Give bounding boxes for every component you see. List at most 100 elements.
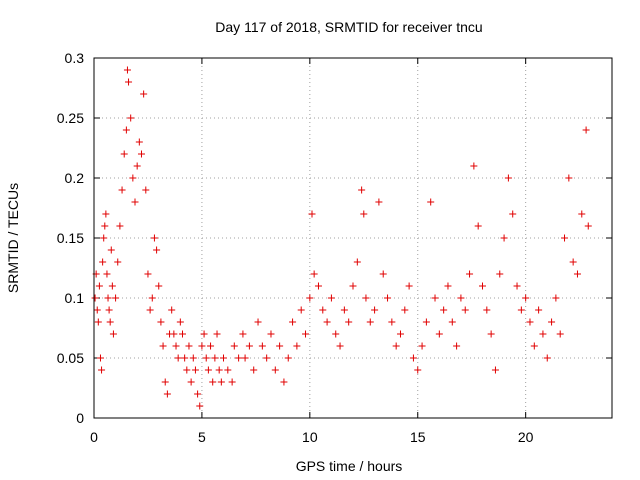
data-point: [228, 378, 236, 386]
data-point: [500, 234, 508, 242]
data-point: [241, 354, 249, 362]
data-point: [466, 270, 474, 278]
data-point: [174, 354, 182, 362]
data-point: [453, 342, 461, 350]
data-point: [483, 306, 491, 314]
data-point: [517, 306, 525, 314]
data-point: [461, 306, 469, 314]
data-point: [176, 318, 184, 326]
y-tick-label: 0.05: [57, 350, 84, 366]
data-point: [102, 210, 110, 218]
data-point: [388, 318, 396, 326]
data-point: [349, 282, 357, 290]
data-point: [530, 342, 538, 350]
x-axis-label: GPS time / hours: [296, 458, 403, 474]
data-point: [239, 330, 247, 338]
data-point: [94, 318, 102, 326]
data-point: [308, 210, 316, 218]
data-point: [215, 366, 223, 374]
data-point: [93, 306, 101, 314]
data-point: [353, 258, 361, 266]
data-point: [112, 294, 120, 302]
data-point: [133, 162, 141, 170]
data-point: [323, 318, 331, 326]
data-point: [474, 222, 482, 230]
data-point: [526, 318, 534, 326]
data-point: [224, 366, 232, 374]
data-point: [170, 330, 178, 338]
data-point: [95, 282, 103, 290]
data-point: [185, 342, 193, 350]
x-tick-label: 15: [410, 429, 426, 445]
data-point: [582, 126, 590, 134]
data-point: [135, 138, 143, 146]
data-point: [98, 366, 106, 374]
data-point: [107, 246, 115, 254]
data-point: [543, 354, 551, 362]
data-point: [100, 234, 108, 242]
data-point: [194, 390, 202, 398]
data-point: [371, 306, 379, 314]
data-point: [263, 354, 271, 362]
data-point: [99, 258, 107, 266]
data-point: [144, 270, 152, 278]
data-point: [306, 294, 314, 302]
data-point: [509, 210, 517, 218]
data-point: [181, 354, 189, 362]
data-point: [496, 270, 504, 278]
data-point: [114, 258, 122, 266]
data-point: [116, 222, 124, 230]
data-point: [556, 330, 564, 338]
data-point: [106, 318, 114, 326]
data-point: [198, 342, 206, 350]
data-point: [211, 354, 219, 362]
y-tick-label: 0.3: [65, 50, 85, 66]
data-point: [297, 306, 305, 314]
data-point: [584, 222, 592, 230]
data-point: [319, 306, 327, 314]
data-point: [366, 318, 374, 326]
data-point: [470, 162, 478, 170]
data-point: [148, 294, 156, 302]
data-point: [332, 330, 340, 338]
data-point: [302, 330, 310, 338]
y-tick-label: 0: [76, 410, 84, 426]
data-point: [245, 342, 253, 350]
data-point: [267, 330, 275, 338]
data-point: [327, 294, 335, 302]
data-point: [427, 198, 435, 206]
data-point: [120, 150, 128, 158]
data-point: [204, 366, 212, 374]
x-tick-label: 10: [302, 429, 318, 445]
data-point: [310, 270, 318, 278]
data-point: [183, 366, 191, 374]
data-point: [414, 366, 422, 374]
data-point: [276, 342, 284, 350]
data-point: [444, 282, 452, 290]
data-point: [362, 294, 370, 302]
data-point: [178, 330, 186, 338]
data-point: [142, 186, 150, 194]
data-point: [254, 318, 262, 326]
data-point: [131, 198, 139, 206]
data-point: [123, 66, 131, 74]
data-point: [522, 294, 530, 302]
data-point: [108, 282, 116, 290]
data-point: [101, 222, 109, 230]
data-point: [539, 330, 547, 338]
data-point: [271, 366, 279, 374]
y-tick-label: 0.15: [57, 230, 84, 246]
data-point: [118, 186, 126, 194]
plot-frame: [93, 57, 613, 419]
grid-lines: [94, 58, 612, 418]
data-point: [409, 354, 417, 362]
data-point: [360, 210, 368, 218]
data-point: [504, 174, 512, 182]
data-point: [129, 174, 137, 182]
data-point: [384, 294, 392, 302]
data-point: [487, 330, 495, 338]
data-point: [422, 318, 430, 326]
data-point: [336, 342, 344, 350]
data-point: [187, 378, 195, 386]
